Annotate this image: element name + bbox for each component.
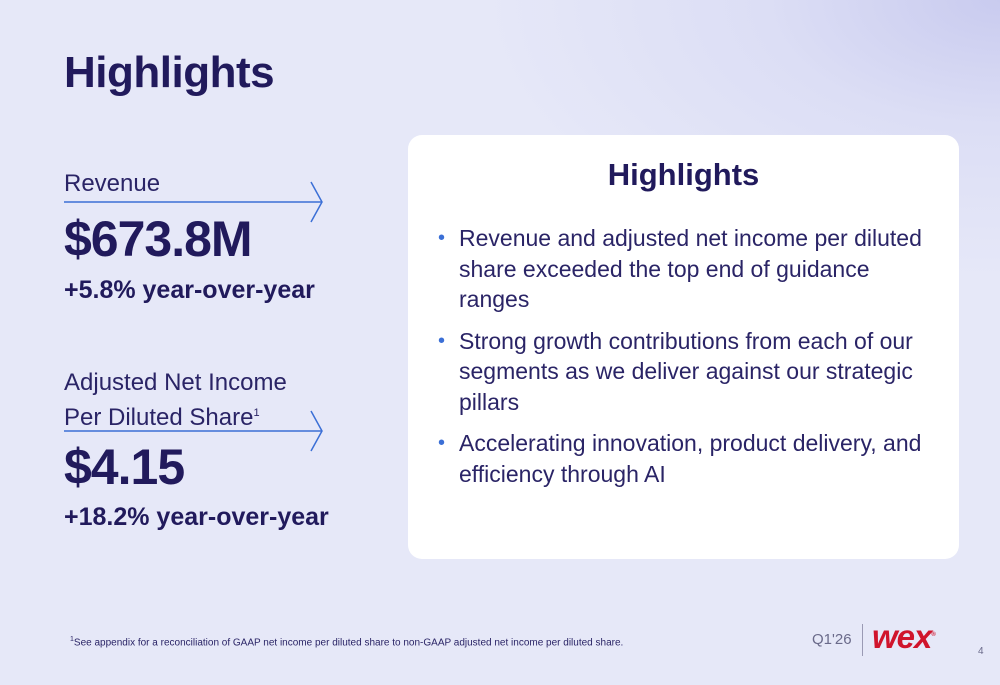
footnote-marker: 1 — [70, 636, 74, 643]
list-item: • Revenue and adjusted net income per di… — [438, 223, 938, 315]
list-item: • Accelerating innovation, product deliv… — [438, 428, 938, 489]
page-number: 4 — [978, 646, 984, 657]
wex-logo: wex® — [872, 618, 936, 656]
page-title: Highlights — [64, 48, 275, 97]
card-title: Highlights — [607, 157, 760, 192]
registered-mark: ® — [931, 632, 936, 638]
revenue-label: Revenue — [64, 170, 161, 197]
logo-text: wex — [872, 618, 932, 655]
footnote-text: See appendix for a reconciliation of GAA… — [73, 637, 624, 649]
highlights-card: Highlights • Revenue and adjusted net in… — [408, 135, 959, 559]
footnote-marker: 1 — [253, 407, 260, 419]
bullet-text: Accelerating innovation, product deliver… — [459, 430, 922, 487]
highlights-list: • Revenue and adjusted net income per di… — [438, 223, 938, 500]
eps-label-line1: Adjusted Net Income — [64, 369, 287, 396]
revenue-change: +5.8% year-over-year — [64, 276, 315, 304]
bullet-dot-icon: • — [438, 432, 446, 454]
quarter-label: Q1'26 — [812, 631, 852, 648]
footnote: 1See appendix for a reconciliation of GA… — [70, 636, 623, 648]
eps-value: $4.15 — [64, 439, 185, 495]
arrow-right-icon — [64, 181, 323, 223]
eps-label-line2: Per Diluted Share — [64, 404, 254, 431]
revenue-value: $673.8M — [64, 211, 253, 267]
bullet-text: Revenue and adjusted net income per dilu… — [459, 225, 922, 312]
footer-divider — [862, 624, 863, 656]
bullet-dot-icon: • — [438, 227, 446, 249]
bullet-text: Strong growth contributions from each of… — [459, 327, 913, 415]
eps-label: Adjusted Net Income Per Diluted Share1 — [64, 367, 287, 433]
eps-change: +18.2% year-over-year — [64, 503, 329, 531]
list-item: • Strong growth contributions from each … — [438, 326, 938, 418]
arrow-right-icon — [64, 410, 323, 452]
bullet-dot-icon: • — [438, 329, 446, 352]
